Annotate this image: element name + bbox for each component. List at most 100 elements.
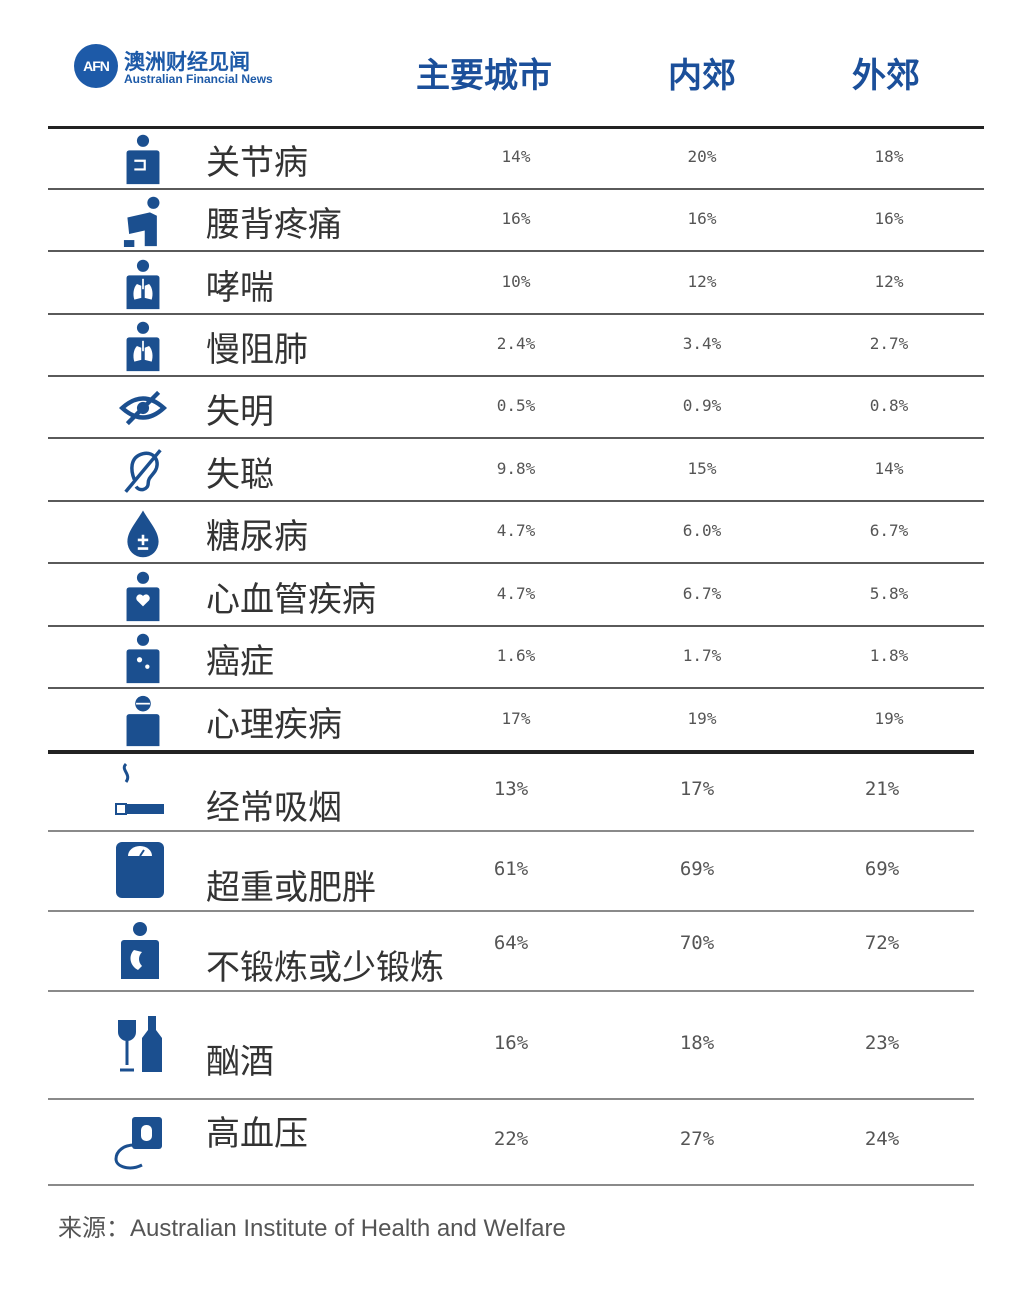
data-cell: 12% (687, 271, 717, 291)
data-cell: 4.7% (496, 583, 536, 603)
data-cell: 17% (501, 708, 531, 728)
table-row: 哮喘 10% 12% 12% (0, 252, 1028, 315)
table-row: 心血管疾病 4.7% 6.7% 5.8% (0, 564, 1028, 627)
data-cell: 9.8% (496, 458, 536, 478)
table-row: 高血压 22% 27% 24% (0, 1100, 1028, 1186)
table-row: 不锻炼或少锻炼 64% 70% 72% (0, 912, 1028, 992)
brand-logo: AFN 澳洲财经见闻 Australian Financial News (74, 44, 274, 90)
data-cell: 1.8% (869, 646, 909, 665)
table-row: 心理疾病 17% 19% 19% (0, 689, 1028, 752)
data-cell: 70% (679, 932, 715, 954)
afn-logo-icon: AFN (74, 44, 118, 88)
data-cell: 10% (501, 271, 531, 291)
column-header-major-cities: 主要城市 (416, 56, 552, 96)
row-label: 哮喘 (206, 267, 274, 308)
data-cell: 6.7% (682, 583, 722, 603)
data-cell: 20% (687, 147, 717, 166)
row-label: 经常吸烟 (206, 788, 342, 828)
row-divider (48, 562, 984, 564)
data-cell: 14% (874, 458, 904, 478)
row-divider (48, 250, 984, 252)
scale-icon (112, 839, 168, 901)
inactive-person-icon (112, 919, 168, 981)
data-cell: 19% (874, 708, 904, 728)
data-cell: 61% (493, 858, 529, 880)
data-cell: 3.4% (682, 334, 722, 353)
data-cell: 14% (501, 147, 531, 166)
lungs-person-icon (118, 320, 168, 372)
blood-drop-icon (118, 507, 168, 559)
data-cell: 4.7% (496, 521, 536, 540)
data-cell: 1.7% (682, 646, 722, 665)
row-label: 癌症 (206, 642, 274, 682)
data-cell: 18% (874, 147, 904, 166)
row-divider (48, 126, 984, 129)
data-cell: 72% (864, 932, 900, 954)
data-cell: 15% (687, 458, 717, 478)
data-cell: 13% (493, 778, 529, 800)
table-row: 糖尿病 4.7% 6.0% 6.7% (0, 502, 1028, 564)
data-cell: 23% (864, 1032, 900, 1054)
data-cell: 6.0% (682, 521, 722, 540)
back-pain-person-icon (118, 195, 168, 247)
row-label: 不锻炼或少锻炼 (206, 948, 444, 988)
lungs-person-icon (118, 258, 168, 310)
row-divider (48, 830, 974, 832)
column-header-inner-suburbs: 内郊 (668, 56, 736, 96)
cancer-person-icon (118, 632, 168, 684)
table-row: 经常吸烟 13% 17% 21% (0, 752, 1028, 832)
data-cell: 0.8% (869, 396, 909, 415)
table-row: 关节病 14% 20% 18% (0, 128, 1028, 190)
blood-pressure-icon (112, 1110, 168, 1172)
source-note: 来源：Australian Institute of Health and We… (58, 1215, 566, 1242)
table-row: 失明 0.5% 0.9% 0.8% (0, 377, 1028, 439)
heart-person-icon (118, 570, 168, 622)
table-row: 癌症 1.6% 1.7% 1.8% (0, 627, 1028, 689)
data-cell: 27% (679, 1128, 715, 1150)
row-divider (48, 188, 984, 190)
joint-pain-person-icon (118, 133, 168, 185)
data-cell: 16% (874, 209, 904, 228)
row-label: 慢阻肺 (206, 330, 308, 370)
row-label: 失明 (206, 392, 274, 432)
head-person-icon (118, 695, 168, 747)
brand-name-cn: 澳洲财经见闻 (124, 50, 250, 74)
data-cell: 1.6% (496, 646, 536, 665)
row-label: 心血管疾病 (206, 579, 376, 620)
table-row: 腰背疼痛 16% 16% 16% (0, 190, 1028, 252)
row-divider (48, 500, 984, 502)
table-row: 慢阻肺 2.4% 3.4% 2.7% (0, 315, 1028, 377)
data-cell: 6.7% (869, 521, 909, 540)
row-divider (48, 1184, 974, 1186)
data-cell: 69% (864, 858, 900, 880)
row-label: 超重或肥胖 (206, 868, 376, 908)
data-cell: 0.5% (496, 396, 536, 415)
data-cell: 22% (493, 1128, 529, 1150)
cigarette-icon (112, 759, 168, 821)
data-cell: 2.7% (869, 334, 909, 353)
data-cell: 24% (864, 1128, 900, 1150)
data-cell: 5.8% (869, 583, 909, 603)
row-divider (48, 1098, 974, 1100)
column-header-outer-suburbs: 外郊 (852, 56, 920, 96)
data-cell: 16% (501, 209, 531, 228)
table-row: 失聪 9.8% 15% 14% (0, 439, 1028, 502)
row-label: 关节病 (206, 143, 308, 183)
eye-crossed-icon (118, 382, 168, 434)
data-cell: 12% (874, 271, 904, 291)
data-cell: 69% (679, 858, 715, 880)
data-cell: 16% (493, 1032, 529, 1054)
data-cell: 21% (864, 778, 900, 800)
wine-bottle-icon (112, 1013, 168, 1075)
data-cell: 64% (493, 932, 529, 954)
data-cell: 17% (679, 778, 715, 800)
ear-crossed-icon (118, 445, 168, 497)
table-row: 酗酒 16% 18% 23% (0, 992, 1028, 1100)
brand-name-en: Australian Financial News (124, 72, 273, 86)
row-label: 腰背疼痛 (206, 205, 342, 245)
row-divider (48, 625, 984, 627)
data-cell: 19% (687, 708, 717, 728)
row-divider (48, 750, 974, 754)
table-row: 超重或肥胖 61% 69% 69% (0, 832, 1028, 912)
row-divider (48, 375, 984, 377)
